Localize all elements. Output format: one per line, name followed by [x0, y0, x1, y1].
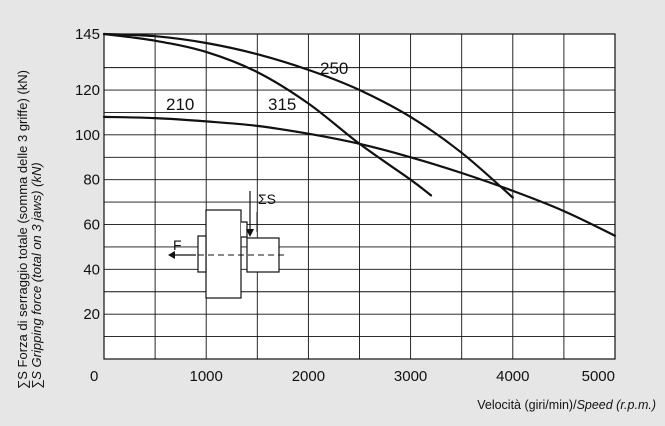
y-tick-label: 40 [83, 261, 100, 278]
y-tick-label: 80 [83, 172, 100, 189]
chuck-flange [197, 235, 207, 273]
tick-labels: 20 40 60 80 100 120 145 0 1000 2000 3000 4000 5000 [75, 26, 615, 385]
curve-label-250: 250 [320, 59, 348, 78]
curve-label-315: 315 [268, 95, 296, 114]
y-axis-label: ∑S Forza di serraggio totale (somma dell… [15, 70, 44, 389]
y-tick-label: 120 [75, 82, 100, 99]
x-tick-label: 3000 [394, 368, 427, 385]
curve-label-210: 210 [166, 95, 194, 114]
x-tick-label: 2000 [292, 368, 325, 385]
x-tick-label: 0 [90, 368, 98, 385]
jaw-step [241, 221, 248, 238]
force-label-f: F [173, 237, 182, 253]
y-tick-label: 145 [75, 26, 100, 43]
chuck-diagram: F ΣS [168, 191, 285, 299]
chuck-body [205, 209, 242, 299]
x-tick-label: 1000 [190, 368, 223, 385]
x-tick-label: 4000 [496, 368, 529, 385]
y-axis-label-line-2: ∑S Gripping force (total on 3 jaws) (kN) [29, 162, 44, 389]
sum-s-label: ΣS [258, 191, 276, 207]
grid [104, 33, 615, 359]
x-axis-label: Velocità (giri/min)/Speed (r.p.m.) [477, 398, 656, 412]
y-tick-label: 60 [83, 217, 100, 234]
y-axis-label-line-1: ∑S Forza di serraggio totale (somma dell… [15, 70, 30, 389]
curve-250 [102, 32, 514, 199]
x-axis-label-italic: Speed (r.p.m.) [577, 398, 656, 412]
plot-border [103, 33, 616, 360]
sum-s-arrow-head [246, 229, 254, 237]
x-tick-label: 5000 [582, 368, 615, 385]
y-tick-label: 100 [75, 127, 100, 144]
curve-315 [102, 32, 433, 197]
y-tick-label: 20 [83, 306, 100, 323]
curves [102, 32, 617, 237]
force-arrow-f-head [168, 251, 175, 259]
x-axis-label-main: Velocità (giri/min)/ [477, 398, 577, 412]
